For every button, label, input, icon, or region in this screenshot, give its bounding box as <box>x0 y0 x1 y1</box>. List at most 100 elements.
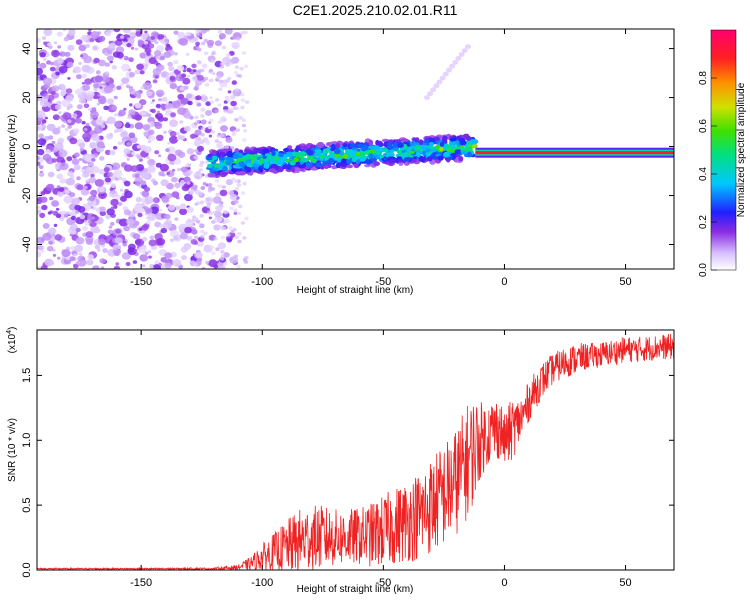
snr-y-axis-label: SNR (10 * v/v) <box>7 418 18 482</box>
noise-blob <box>237 239 242 244</box>
signal-blob <box>396 143 404 148</box>
noise-blob <box>38 133 45 139</box>
noise-blob <box>242 138 247 142</box>
noise-blob <box>58 65 68 74</box>
noise-blob <box>196 145 204 152</box>
noise-blob <box>92 202 97 206</box>
signal-blob <box>354 155 360 160</box>
noise-blob <box>161 173 166 177</box>
noise-blob <box>208 259 218 268</box>
signal-blob <box>423 139 431 144</box>
noise-blob <box>58 148 65 153</box>
noise-blob <box>244 100 250 104</box>
noise-blob <box>136 203 143 209</box>
noise-blob <box>123 107 127 111</box>
noise-blob <box>110 198 119 206</box>
noise-blob <box>147 158 156 166</box>
noise-blob <box>225 179 233 186</box>
signal-blob <box>355 159 361 164</box>
noise-blob <box>170 112 177 118</box>
noise-blob <box>79 214 86 220</box>
noise-blob <box>98 35 106 42</box>
noise-blob <box>54 234 63 241</box>
noise-blob <box>66 61 74 68</box>
noise-blob <box>37 198 43 205</box>
noise-blob <box>167 61 173 67</box>
noise-blob <box>52 210 59 216</box>
noise-blob <box>51 49 60 58</box>
snr-y-tick-label: 1.0 <box>21 433 33 448</box>
noise-blob <box>93 83 100 89</box>
signal-blob <box>466 135 471 140</box>
noise-blob <box>155 162 162 168</box>
noise-blob <box>83 55 93 64</box>
noise-blob <box>76 176 81 181</box>
noise-blob <box>219 79 224 84</box>
noise-blob <box>217 242 226 250</box>
noise-blob <box>218 120 223 124</box>
noise-blob <box>194 155 199 160</box>
noise-blob <box>237 232 242 236</box>
noise-blob <box>42 124 47 129</box>
noise-blob <box>220 226 225 230</box>
noise-blob <box>74 244 84 253</box>
noise-blob <box>41 119 47 124</box>
noise-blob <box>208 79 213 83</box>
noise-blob <box>57 137 65 144</box>
noise-blob <box>122 29 132 34</box>
noise-blob <box>233 254 239 259</box>
noise-blob <box>108 42 116 49</box>
signal-blob <box>287 148 294 153</box>
noise-blob <box>67 44 75 51</box>
noise-blob <box>77 255 85 262</box>
noise-blob <box>92 107 97 111</box>
signal-blob <box>425 152 432 157</box>
noise-blob <box>69 137 78 145</box>
noise-blob <box>234 187 240 191</box>
noise-blob <box>131 151 136 156</box>
noise-blob <box>141 224 149 231</box>
noise-blob <box>194 235 199 240</box>
noise-blob <box>179 38 188 46</box>
noise-blob <box>169 130 177 137</box>
noise-blob <box>225 79 231 83</box>
noise-blob <box>219 65 224 69</box>
noise-blob <box>57 58 64 64</box>
noise-blob <box>215 247 220 251</box>
noise-blob <box>449 63 456 69</box>
noise-blob <box>163 130 167 134</box>
noise-blob <box>227 90 232 94</box>
noise-blob <box>230 36 236 40</box>
noise-blob <box>60 84 66 89</box>
noise-blob <box>83 127 88 132</box>
snr-multiplier-suffix: ) <box>7 327 18 330</box>
noise-blob <box>183 85 189 90</box>
signal-blob <box>356 148 361 152</box>
signal-blob <box>449 137 457 142</box>
noise-blob <box>46 60 52 65</box>
signal-blob <box>409 150 415 155</box>
colorbar-axis: 0.0 0.2 0.4 0.6 0.8 <box>698 71 717 277</box>
snr-x-tick-label: -150 <box>130 577 152 589</box>
noise-blob <box>199 214 204 218</box>
noise-blob <box>154 150 160 155</box>
noise-blob <box>209 100 215 104</box>
noise-blob <box>53 41 58 45</box>
noise-blob <box>37 61 40 65</box>
noise-blob <box>46 245 54 252</box>
noise-blob <box>105 177 111 183</box>
noise-blob <box>127 247 135 254</box>
signal-blob <box>299 151 307 155</box>
noise-blob <box>147 129 155 136</box>
noise-blob <box>205 101 211 107</box>
noise-blob <box>78 44 87 52</box>
noise-blob <box>96 141 105 149</box>
noise-blob <box>96 102 100 106</box>
snr-multiplier-prefix: (x10 <box>7 333 18 353</box>
signal-blob <box>345 159 353 165</box>
noise-blob <box>78 158 82 161</box>
noise-blob <box>204 51 209 56</box>
noise-blob <box>144 207 153 215</box>
signal-blob <box>470 138 479 145</box>
noise-blob <box>228 107 233 111</box>
